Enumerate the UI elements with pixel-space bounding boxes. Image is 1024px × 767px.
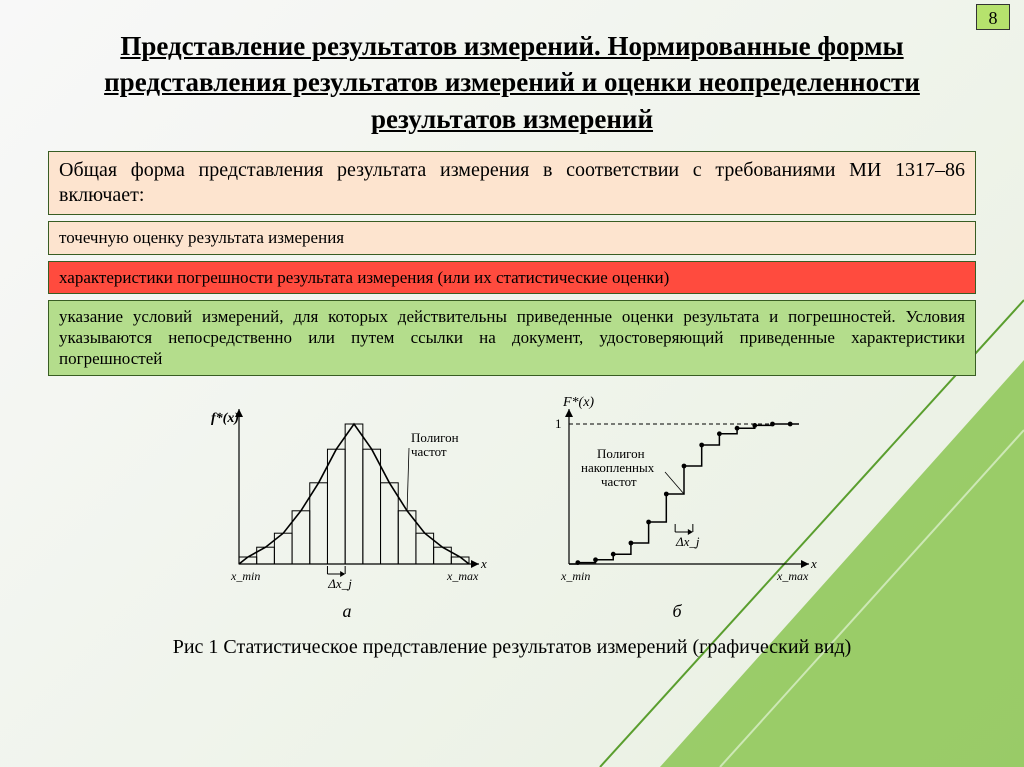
svg-text:x_min: x_min bbox=[560, 569, 590, 583]
intro-box: Общая форма представления результата изм… bbox=[48, 151, 976, 215]
svg-text:Δx_j: Δx_j bbox=[327, 576, 352, 591]
svg-text:Полигон: Полигон bbox=[597, 446, 645, 461]
chart-b-panel: 1 Δx_j F*(x) x_min x_maxx Полигоннакопленныхч… bbox=[527, 384, 827, 622]
slide-content: Представление результатов измерений. Нор… bbox=[0, 0, 1024, 659]
svg-text:F*(x): F*(x) bbox=[562, 395, 594, 410]
svg-text:Δx_j: Δx_j bbox=[675, 534, 700, 549]
svg-text:x: x bbox=[810, 556, 817, 571]
svg-text:частот: частот bbox=[411, 444, 447, 459]
chart-a-histogram: Δx_j f*(x) x_min x_maxx Полигончастот bbox=[197, 384, 497, 594]
svg-text:x_max: x_max bbox=[776, 569, 809, 583]
svg-text:x: x bbox=[480, 556, 487, 571]
svg-text:x_max: x_max bbox=[446, 569, 479, 583]
charts-row: Δx_jf*(x)x_minx_maxxПолигончастот а 1Δx_… bbox=[48, 384, 976, 622]
figure-caption: Рис 1 Статистическое представление резул… bbox=[48, 636, 976, 659]
chart-b-cdf: 1 Δx_j F*(x) x_min x_maxx Полигоннакопленныхч… bbox=[527, 384, 827, 594]
svg-text:f*(x): f*(x) bbox=[211, 411, 239, 426]
svg-text:Полигон: Полигон bbox=[411, 430, 459, 445]
svg-text:1: 1 bbox=[555, 416, 562, 431]
chart-a-sublabel: а bbox=[197, 601, 497, 622]
svg-text:x_min: x_min bbox=[230, 569, 260, 583]
slide-title: Представление результатов измерений. Нор… bbox=[48, 28, 976, 137]
page-number-badge: 8 bbox=[976, 4, 1010, 30]
chart-a-panel: Δx_j f*(x) x_min x_maxx Полигончастот а bbox=[197, 384, 497, 622]
item-box-3: указание условий измерений, для которых … bbox=[48, 300, 976, 376]
chart-b-sublabel: б bbox=[527, 601, 827, 622]
svg-text:частот: частот bbox=[601, 474, 637, 489]
svg-text:накопленных: накопленных bbox=[581, 460, 655, 475]
item-box-1: точечную оценку результата измерения bbox=[48, 221, 976, 254]
item-box-2: характеристики погрешности результата из… bbox=[48, 261, 976, 294]
